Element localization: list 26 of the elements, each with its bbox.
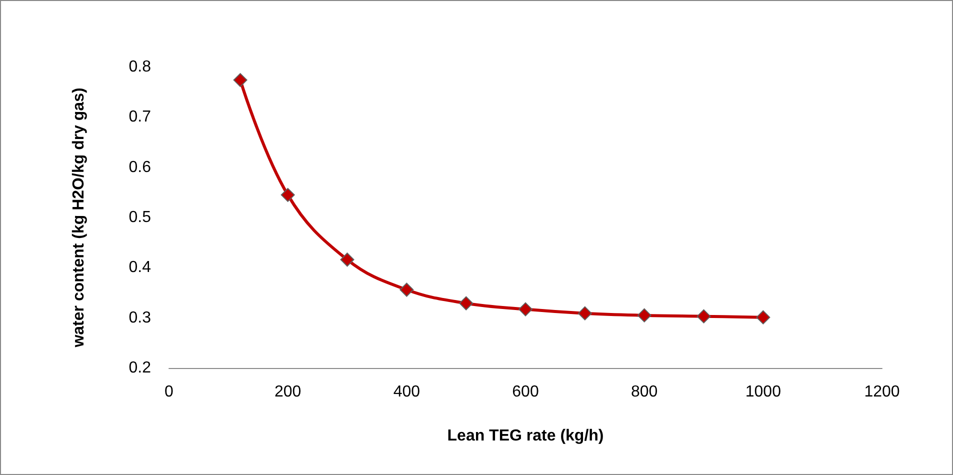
x-tick-label: 0	[164, 384, 174, 400]
y-tick-label: 0.8	[128, 58, 152, 76]
point	[340, 252, 354, 267]
x-tick-label: 200	[274, 384, 302, 400]
point	[518, 302, 532, 316]
x-axis-title: Lean TEG rate (kg/h)	[447, 428, 604, 444]
x-tick-label: 1200	[864, 384, 900, 400]
point	[756, 310, 770, 324]
point	[280, 188, 295, 202]
y-tick-label: 0.3	[128, 309, 152, 326]
y-tick-label: 0.6	[128, 158, 152, 176]
y-axis-title: water content (kg H2O/kg dry gas)	[70, 88, 88, 348]
x-tick-label: 800	[630, 384, 658, 400]
x-tick-label: 400	[393, 384, 420, 400]
y-tick-label: 0.5	[128, 209, 152, 226]
y-tick-label: 0.4	[128, 259, 152, 276]
x-tick-label: 1000	[745, 384, 782, 400]
point	[459, 296, 474, 310]
point	[696, 309, 711, 324]
y-tick-label: 0.7	[128, 108, 152, 126]
point	[637, 308, 652, 322]
point	[400, 282, 414, 297]
x-tick-label: 600	[512, 384, 539, 400]
y-tick-label: 0.2	[128, 360, 152, 376]
point	[578, 306, 592, 320]
point	[233, 73, 248, 88]
